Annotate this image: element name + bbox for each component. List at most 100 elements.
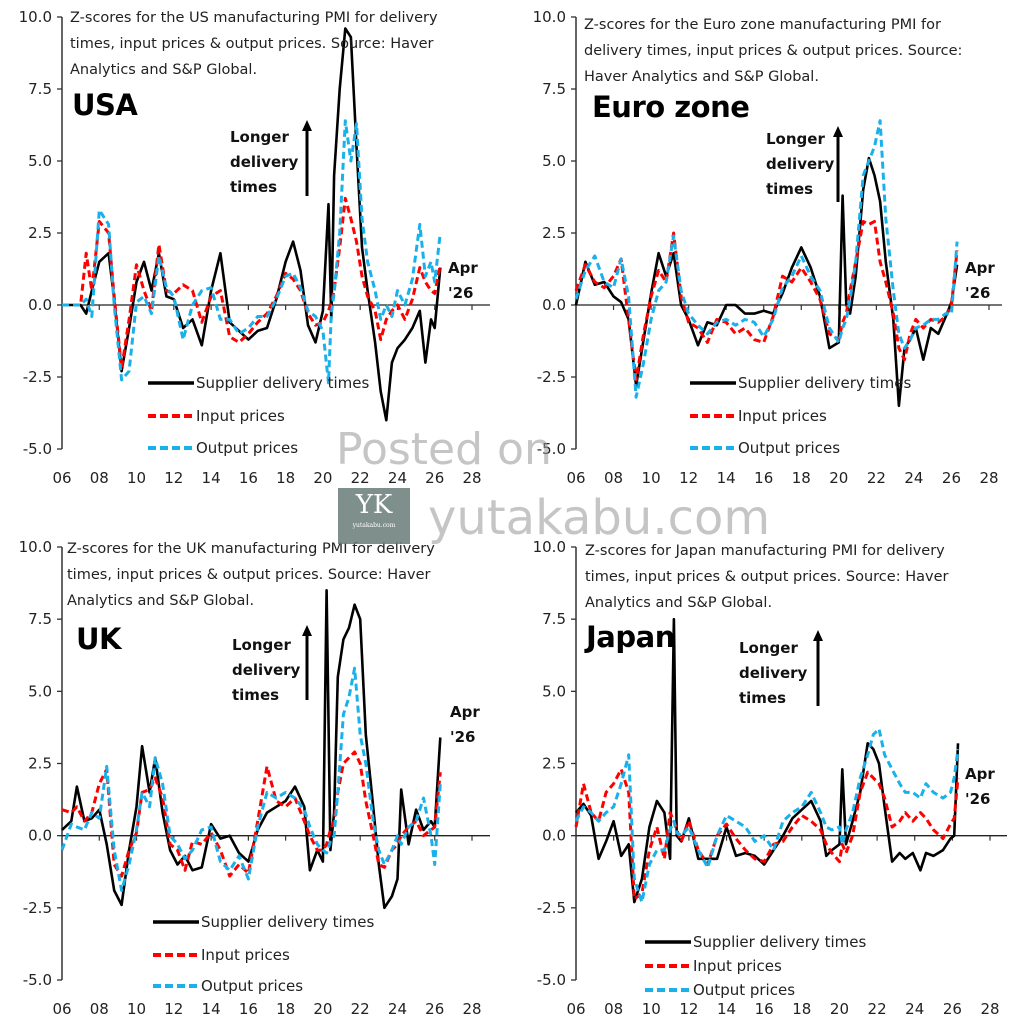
chart-note-japan: Z-scores for Japan manufacturing PMI for… [585, 538, 948, 616]
x-tick-label: 28 [980, 1000, 999, 1018]
x-tick-label: 08 [90, 1000, 109, 1018]
arrow-label-usa: Longer delivery times [230, 125, 298, 200]
end-label-line: '26 [965, 790, 991, 808]
y-tick-label: 2.5 [28, 224, 52, 242]
x-tick-label: 14 [202, 469, 221, 487]
x-tick-label: 20 [313, 469, 332, 487]
watermark-logo: YK yutakabu.com [338, 488, 410, 544]
x-tick-label: 10 [127, 1000, 146, 1018]
country-label-euro: Euro zone [592, 90, 750, 124]
y-tick-label: 5.0 [28, 682, 52, 700]
x-tick-label: 20 [829, 469, 848, 487]
legend-label: Supplier delivery times [201, 913, 374, 931]
y-tick-label: 7.5 [542, 80, 566, 98]
end-label-japan: Apr '26 [965, 762, 995, 812]
note-line: delivery times, input prices & output pr… [584, 43, 963, 59]
x-tick-label: 18 [792, 469, 811, 487]
note-line: Analytics and S&P Global. [67, 593, 255, 609]
watermark-site: yutakabu.com [428, 490, 771, 546]
y-tick-label: -5.0 [537, 440, 566, 458]
note-line: Z-scores for the UK manufacturing PMI fo… [67, 541, 435, 557]
end-label-line: '26 [965, 284, 991, 302]
series-line-supplier-delivery-times [62, 27, 442, 422]
x-tick-label: 24 [904, 469, 923, 487]
y-tick-label: 2.5 [28, 755, 52, 773]
up-arrow-head-icon [302, 120, 312, 131]
y-tick-label: 0.0 [542, 296, 566, 314]
end-label-usa: Apr '26 [448, 256, 478, 306]
x-tick-label: 16 [754, 469, 773, 487]
note-line: Analytics and S&P Global. [70, 62, 258, 78]
note-line: times, input prices & output prices. Sou… [585, 569, 949, 585]
up-arrow-head-icon [833, 126, 843, 137]
x-tick-label: 10 [642, 469, 661, 487]
country-label-japan: Japan [586, 620, 675, 654]
legend-label: Input prices [196, 407, 285, 425]
x-tick-label: 26 [425, 469, 444, 487]
chart-svg-euro: 10.0 7.5 5.0 2.5 0.0 -2.5 -5.006 08 10 12 14 16 18 20… [533, 8, 1002, 487]
x-tick-label: 06 [566, 1000, 585, 1018]
chart-note-uk: Z-scores for the UK manufacturing PMI fo… [67, 536, 435, 614]
x-tick-label: 20 [313, 1000, 332, 1018]
x-tick-label: 22 [867, 469, 886, 487]
x-tick-label: 12 [164, 469, 183, 487]
country-label-usa: USA [72, 88, 138, 122]
watermark-logo-site: yutakabu.com [352, 522, 396, 529]
end-label-line: Apr [448, 259, 478, 277]
x-tick-label: 16 [239, 469, 258, 487]
arrow-label-line: delivery [766, 155, 835, 173]
end-label-line: Apr [965, 259, 995, 277]
legend-label: Output prices [201, 977, 303, 995]
note-line: Analytics and S&P Global. [585, 595, 773, 611]
series-line-input-prices [61, 750, 442, 878]
y-tick-label: 0.0 [28, 296, 52, 314]
series-line-input-prices [62, 196, 442, 370]
chart-panel-euro: 10.0 7.5 5.0 2.5 0.0 -2.5 -5.0 06 08 10 12 14 16 18 20… [512, 0, 1024, 512]
y-tick-label: 5.0 [28, 152, 52, 170]
x-tick-label: 16 [239, 1000, 258, 1018]
up-arrow-head-icon [813, 630, 823, 641]
end-label-line: Apr [965, 765, 995, 783]
x-tick-label: 26 [943, 1000, 962, 1018]
chart-svg-uk: 10.0 7.5 5.0 2.5 0.0 -2.5 -5.006 08 10 12 14 16 18 20… [19, 538, 490, 1018]
x-tick-label: 10 [127, 469, 146, 487]
arrow-label-line: times [739, 689, 787, 707]
legend-label: Output prices [196, 439, 298, 457]
legend-label: Supplier delivery times [196, 374, 369, 392]
y-tick-label: 2.5 [542, 224, 566, 242]
x-tick-label: 12 [164, 1000, 183, 1018]
watermark-posted-on: Posted on [336, 424, 552, 475]
legend-label: Input prices [693, 957, 782, 975]
chart-panel-usa: 10.0 7.5 5.0 2.5 0.0 -2.5 -5.0 06 08 10 12 14 16 18 20… [0, 0, 512, 512]
series-line-output-prices [60, 666, 442, 892]
chart-svg-usa: 10.0 7.5 5.0 2.5 0.0 -2.5 -5.006 08 10 12 14 16 18 20… [19, 8, 490, 487]
y-tick-label: 7.5 [28, 80, 52, 98]
arrow-label-line: Longer [230, 128, 289, 146]
country-label-uk: UK [76, 622, 122, 656]
x-tick-label: 08 [90, 469, 109, 487]
y-tick-label: 2.5 [542, 755, 566, 773]
chart-svg-japan: 10.0 7.5 5.0 2.5 0.0 -2.5 -5.006 08 10 12 14 16 18 20… [533, 538, 1007, 1018]
end-label-euro: Apr '26 [965, 256, 995, 306]
x-tick-label: 28 [462, 469, 481, 487]
y-tick-label: 0.0 [28, 827, 52, 845]
y-tick-label: -2.5 [537, 899, 566, 917]
y-tick-label: 5.0 [542, 152, 566, 170]
x-tick-label: 18 [276, 1000, 295, 1018]
y-tick-label: 7.5 [28, 610, 52, 628]
series-line-output-prices [62, 119, 442, 385]
x-tick-label: 14 [717, 469, 736, 487]
arrow-label-japan: Longer delivery times [739, 636, 807, 711]
y-tick-label: 10.0 [533, 8, 566, 26]
x-tick-label: 08 [604, 1000, 623, 1018]
x-tick-label: 08 [604, 469, 623, 487]
note-line: Haver Analytics and S&P Global. [584, 69, 819, 85]
x-tick-label: 24 [388, 469, 407, 487]
legend-label: Output prices [738, 439, 840, 457]
x-tick-label: 28 [462, 1000, 481, 1018]
up-arrow-head-icon [302, 625, 312, 636]
x-tick-label: 06 [566, 469, 585, 487]
x-tick-label: 20 [830, 1000, 849, 1018]
x-tick-label: 12 [679, 1000, 698, 1018]
x-tick-label: 22 [351, 1000, 370, 1018]
